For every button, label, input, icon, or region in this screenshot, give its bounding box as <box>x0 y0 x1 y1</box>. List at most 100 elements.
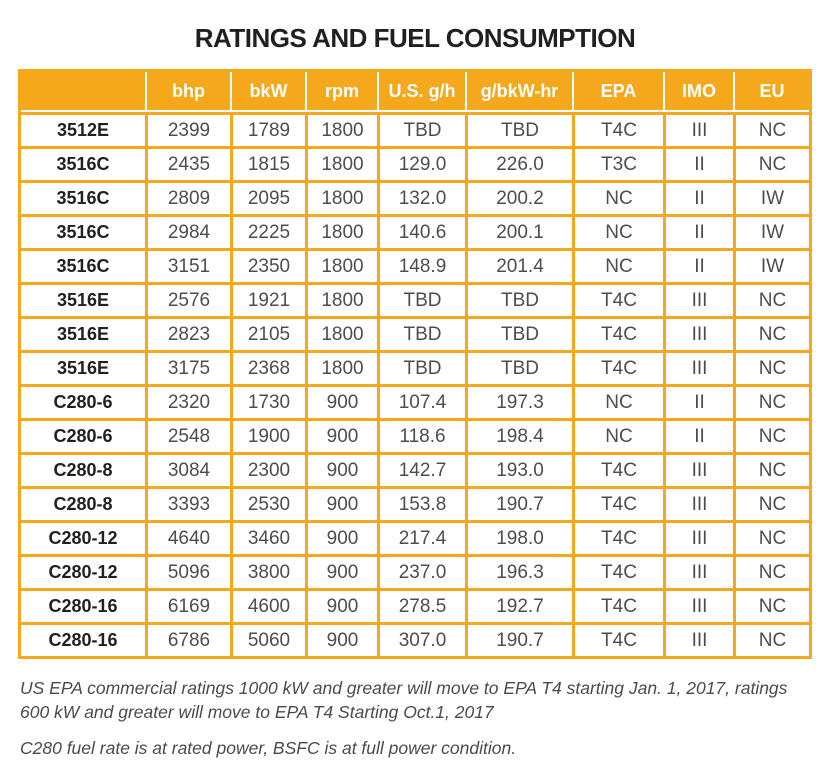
header-cell-g-bkw-hr: g/bkW-hr <box>465 72 572 110</box>
data-cell: 198.4 <box>465 418 572 452</box>
model-cell: C280-8 <box>21 452 145 486</box>
data-cell: 6786 <box>145 622 230 656</box>
data-cell: T4C <box>572 316 663 350</box>
data-cell: 2576 <box>145 282 230 316</box>
data-cell: 3800 <box>230 554 305 588</box>
table-row: 3516C 2435 1815 1800 129.0 226.0 T3C II NC <box>21 146 809 180</box>
data-cell: III <box>663 520 733 554</box>
data-cell: 1900 <box>230 418 305 452</box>
data-cell: TBD <box>377 350 465 384</box>
header-cell-model <box>21 72 145 110</box>
data-cell: 3393 <box>145 486 230 520</box>
data-cell: NC <box>572 384 663 418</box>
data-cell: 900 <box>305 520 377 554</box>
model-cell: 3516C <box>21 214 145 248</box>
table-header-row: bhp bkW rpm U.S. g/h g/bkW-hr EPA IMO EU <box>21 72 809 110</box>
data-cell: 1800 <box>305 282 377 316</box>
data-cell: 1800 <box>305 146 377 180</box>
data-cell: TBD <box>465 112 572 146</box>
data-cell: 307.0 <box>377 622 465 656</box>
data-cell: II <box>663 214 733 248</box>
data-cell: II <box>663 248 733 282</box>
table-row: C280-16 6786 5060 900 307.0 190.7 T4C III NC <box>21 622 809 656</box>
data-cell: 2435 <box>145 146 230 180</box>
data-cell: III <box>663 316 733 350</box>
model-cell: C280-16 <box>21 588 145 622</box>
data-cell: T3C <box>572 146 663 180</box>
data-cell: 1815 <box>230 146 305 180</box>
data-cell: 2225 <box>230 214 305 248</box>
data-cell: NC <box>572 180 663 214</box>
data-cell: 2399 <box>145 112 230 146</box>
model-cell: 3512E <box>21 112 145 146</box>
data-cell: 900 <box>305 452 377 486</box>
data-cell: 2320 <box>145 384 230 418</box>
data-cell: II <box>663 146 733 180</box>
data-cell: 900 <box>305 418 377 452</box>
table-row: 3516E 2576 1921 1800 TBD TBD T4C III NC <box>21 282 809 316</box>
footnote-epa: US EPA commercial ratings 1000 kW and gr… <box>20 678 788 723</box>
model-cell: 3516E <box>21 282 145 316</box>
data-cell: 132.0 <box>377 180 465 214</box>
data-cell: 1800 <box>305 350 377 384</box>
data-cell: 1800 <box>305 180 377 214</box>
data-cell: NC <box>733 554 809 588</box>
data-cell: III <box>663 622 733 656</box>
footnotes: US EPA commercial ratings 1000 kW and gr… <box>20 676 808 760</box>
data-cell: 278.5 <box>377 588 465 622</box>
data-cell: 2984 <box>145 214 230 248</box>
data-cell: III <box>663 554 733 588</box>
model-cell: 3516C <box>21 248 145 282</box>
data-cell: 1800 <box>305 214 377 248</box>
data-cell: NC <box>733 112 809 146</box>
table-body: 3512E 2399 1789 1800 TBD TBD T4C III NC 3516C 2435… <box>21 112 809 656</box>
data-cell: 196.3 <box>465 554 572 588</box>
data-cell: 1800 <box>305 316 377 350</box>
table-row: 3516E 3175 2368 1800 TBD TBD T4C III NC <box>21 350 809 384</box>
footnote-c280: C280 fuel rate is at rated power, BSFC i… <box>20 738 517 759</box>
data-cell: 140.6 <box>377 214 465 248</box>
data-cell: T4C <box>572 452 663 486</box>
ratings-table: bhp bkW rpm U.S. g/h g/bkW-hr EPA IMO EU… <box>18 69 812 659</box>
table-row: 3516C 2809 2095 1800 132.0 200.2 NC II IW <box>21 180 809 214</box>
data-cell: NC <box>733 146 809 180</box>
data-cell: NC <box>733 588 809 622</box>
data-cell: NC <box>733 384 809 418</box>
model-cell: 3516E <box>21 350 145 384</box>
table-row: C280-12 5096 3800 900 237.0 196.3 T4C III NC <box>21 554 809 588</box>
data-cell: III <box>663 112 733 146</box>
data-cell: 193.0 <box>465 452 572 486</box>
data-cell: 3460 <box>230 520 305 554</box>
data-cell: NC <box>733 282 809 316</box>
header-cell-bkw: bkW <box>230 72 305 110</box>
data-cell: 900 <box>305 622 377 656</box>
model-cell: C280-12 <box>21 520 145 554</box>
data-cell: 200.2 <box>465 180 572 214</box>
model-cell: C280-8 <box>21 486 145 520</box>
data-cell: 3084 <box>145 452 230 486</box>
model-cell: C280-6 <box>21 418 145 452</box>
data-cell: TBD <box>377 112 465 146</box>
data-cell: 2300 <box>230 452 305 486</box>
model-cell: 3516C <box>21 180 145 214</box>
data-cell: T4C <box>572 554 663 588</box>
data-cell: IW <box>733 214 809 248</box>
data-cell: 900 <box>305 384 377 418</box>
data-cell: 237.0 <box>377 554 465 588</box>
data-cell: 2105 <box>230 316 305 350</box>
data-cell: NC <box>572 248 663 282</box>
model-cell: C280-12 <box>21 554 145 588</box>
data-cell: 190.7 <box>465 486 572 520</box>
data-cell: NC <box>733 316 809 350</box>
data-cell: T4C <box>572 282 663 316</box>
header-cell-epa: EPA <box>572 72 663 110</box>
data-cell: 107.4 <box>377 384 465 418</box>
data-cell: III <box>663 486 733 520</box>
data-cell: 148.9 <box>377 248 465 282</box>
data-cell: 1730 <box>230 384 305 418</box>
data-cell: 2350 <box>230 248 305 282</box>
data-cell: T4C <box>572 350 663 384</box>
model-cell: C280-6 <box>21 384 145 418</box>
model-cell: C280-16 <box>21 622 145 656</box>
